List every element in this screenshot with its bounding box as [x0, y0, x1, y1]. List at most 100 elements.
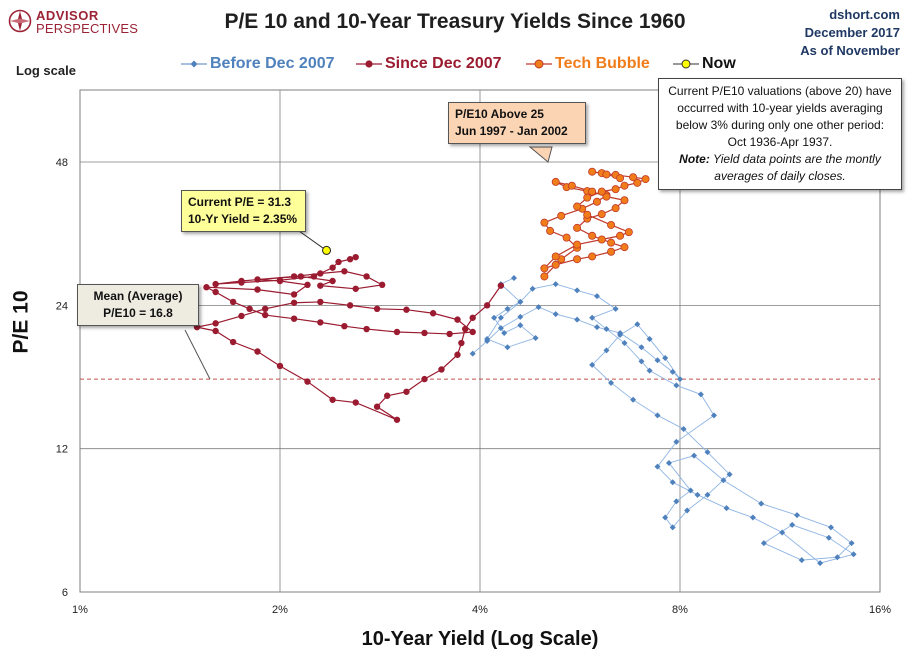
- tech-point: [589, 188, 596, 195]
- before-point: [750, 515, 756, 521]
- since-point: [212, 289, 218, 295]
- before-point: [594, 324, 600, 330]
- x-tick-label: 1%: [72, 604, 88, 616]
- tech-point: [616, 232, 623, 239]
- tech-bubble-callout-line2: Jun 1997 - Jan 2002: [455, 123, 579, 140]
- before-point: [574, 287, 580, 293]
- before-point: [758, 501, 764, 507]
- y-axis-label: P/E 10: [10, 290, 34, 353]
- before-point: [553, 281, 559, 287]
- since-point: [374, 306, 380, 312]
- since-point: [291, 315, 297, 321]
- tech-point: [546, 227, 553, 234]
- since-point: [212, 328, 218, 334]
- tech-point: [630, 174, 637, 181]
- tech-point: [541, 219, 548, 226]
- since-point: [262, 312, 268, 318]
- since-point: [311, 273, 317, 279]
- tech-point: [621, 197, 628, 204]
- since-point: [353, 399, 359, 405]
- tech-point: [558, 212, 565, 219]
- since-point: [363, 273, 369, 279]
- series-2: [541, 168, 649, 280]
- since-point: [254, 286, 260, 292]
- y-tick-label: 12: [56, 444, 68, 456]
- before-point: [517, 314, 523, 320]
- before-point: [826, 535, 832, 541]
- before-point: [553, 311, 559, 317]
- since-point: [254, 276, 260, 282]
- note-footnote: Note: Yield data points are the montly a…: [665, 151, 895, 185]
- before-point: [851, 551, 857, 557]
- tech-point: [598, 211, 605, 218]
- tech-point: [589, 232, 596, 239]
- series-line-0: [473, 278, 854, 563]
- since-point: [498, 282, 504, 288]
- tech-point: [573, 256, 580, 263]
- series-1: [194, 254, 504, 423]
- since-point: [262, 306, 268, 312]
- since-point: [446, 331, 452, 337]
- since-point: [347, 256, 353, 262]
- tech-point: [642, 175, 649, 182]
- since-point: [484, 302, 490, 308]
- since-point: [394, 417, 400, 423]
- since-point: [347, 302, 353, 308]
- since-point: [230, 339, 236, 345]
- since-point: [403, 389, 409, 395]
- tech-point: [598, 236, 605, 243]
- before-point: [655, 412, 661, 418]
- before-point: [574, 317, 580, 323]
- since-point: [203, 284, 209, 290]
- since-point: [291, 273, 297, 279]
- since-point: [374, 404, 380, 410]
- since-point: [394, 329, 400, 335]
- tech-point: [584, 194, 591, 201]
- since-point: [317, 270, 323, 276]
- since-point: [469, 315, 475, 321]
- tech-point: [568, 182, 575, 189]
- before-point: [511, 275, 517, 281]
- before-point: [491, 315, 497, 321]
- since-point: [304, 378, 310, 384]
- note-main-text: Current P/E10 valuations (above 20) have…: [665, 83, 895, 151]
- x-tick-label: 2%: [272, 604, 288, 616]
- since-point: [458, 340, 464, 346]
- before-point: [501, 330, 507, 336]
- since-point: [246, 306, 252, 312]
- mean-callout: Mean (Average) P/E10 = 16.8: [77, 284, 199, 326]
- mean-callout-leader: [185, 330, 210, 379]
- x-tick-label: 4%: [472, 604, 488, 616]
- tech-point: [621, 244, 628, 251]
- tech-point: [616, 175, 623, 182]
- tech-point: [607, 221, 614, 228]
- before-point: [761, 540, 767, 546]
- since-point: [298, 273, 304, 279]
- mean-callout-line2: P/E10 = 16.8: [84, 305, 192, 322]
- before-point: [724, 505, 730, 511]
- tech-point: [607, 248, 614, 255]
- before-point: [711, 412, 717, 418]
- note-footnote-text: Yield data points are the montly average…: [710, 152, 881, 183]
- since-point: [454, 352, 460, 358]
- before-point: [505, 344, 511, 350]
- tech-point: [541, 265, 548, 272]
- since-point: [469, 329, 475, 335]
- annotation-note-box: Current P/E10 valuations (above 20) have…: [658, 78, 902, 190]
- tech-point: [541, 273, 548, 280]
- x-tick-label: 16%: [869, 604, 891, 616]
- tech-bubble-callout-line1: P/E10 Above 25: [455, 106, 579, 123]
- note-label: Note:: [679, 152, 710, 166]
- tech-point: [607, 239, 614, 246]
- since-point: [277, 277, 283, 283]
- since-point: [341, 323, 347, 329]
- tech-point: [612, 186, 619, 193]
- current-pe-callout-line1: Current P/E = 31.3: [188, 194, 299, 211]
- since-point: [329, 397, 335, 403]
- since-point: [238, 313, 244, 319]
- tech-point: [621, 182, 628, 189]
- before-point: [613, 306, 619, 312]
- since-point: [238, 279, 244, 285]
- since-point: [403, 307, 409, 313]
- mean-callout-line1: Mean (Average): [84, 288, 192, 305]
